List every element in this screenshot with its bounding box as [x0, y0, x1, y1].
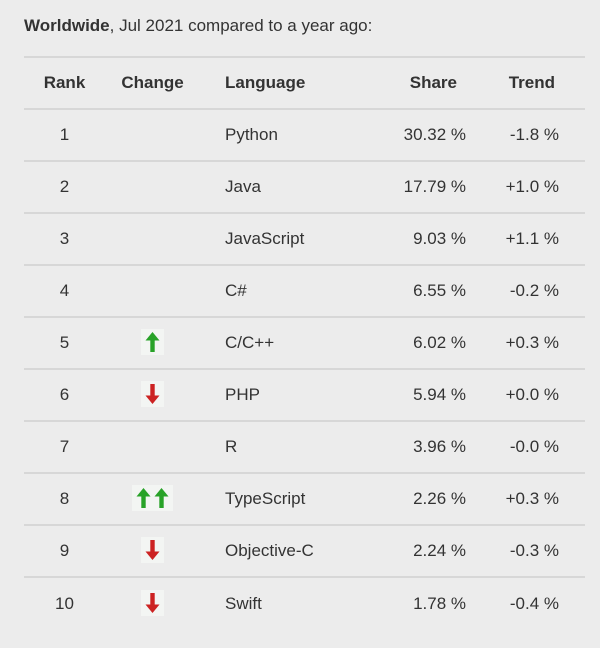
table-row: 9 Objective-C 2.24 % -0.3 %: [24, 525, 585, 577]
table-row: 4 C# 6.55 % -0.2 %: [24, 265, 585, 317]
header-share: Share: [409, 73, 457, 92]
language-cell: C/C++: [225, 333, 275, 352]
rank-cell: 9: [59, 541, 70, 560]
share-cell: 9.03 %: [413, 229, 466, 248]
change-indicator: [141, 381, 164, 407]
change-cell: [105, 161, 200, 213]
title-suffix: , Jul 2021 compared to a year ago:: [109, 16, 373, 35]
table-row: 6 PHP 5.94 % +0.0 %: [24, 369, 585, 421]
trend-cell: -0.2 %: [509, 281, 559, 300]
language-cell: Java: [225, 177, 261, 196]
change-indicator: [132, 485, 173, 511]
change-cell: [105, 525, 200, 577]
trend-cell: +0.3 %: [505, 489, 559, 508]
trend-cell: -0.3 %: [509, 541, 559, 560]
header-rank: Rank: [43, 73, 86, 92]
up-arrow-icon: [136, 488, 151, 508]
down-arrow-icon: [145, 540, 160, 560]
trend-cell: -1.8 %: [509, 125, 559, 144]
language-cell: R: [225, 437, 238, 456]
up-arrow-icon: [145, 332, 160, 352]
trend-cell: -0.4 %: [509, 593, 559, 613]
language-cell: Python: [225, 125, 278, 144]
trend-cell: +1.1 %: [505, 229, 559, 248]
share-cell: 6.55 %: [413, 281, 466, 300]
change-cell: [105, 109, 200, 161]
language-cell: JavaScript: [225, 229, 305, 248]
share-cell: 1.78 %: [413, 593, 466, 613]
header-change: Change: [121, 73, 184, 92]
change-cell: [105, 213, 200, 265]
rank-cell: 4: [59, 281, 70, 300]
share-cell: 2.26 %: [413, 489, 466, 508]
header-trend: Trend: [508, 73, 555, 92]
title-region: Worldwide: [24, 16, 110, 35]
trend-cell: +1.0 %: [505, 177, 559, 196]
header-language: Language: [225, 73, 306, 92]
down-arrow-icon: [145, 592, 160, 613]
change-indicator: [141, 589, 164, 616]
share-cell: 6.02 %: [413, 333, 466, 352]
share-cell: 17.79 %: [403, 177, 466, 196]
table-row: 7 R 3.96 % -0.0 %: [24, 421, 585, 473]
language-popularity-table: Rank Change Language Share Trend 1 Pytho…: [24, 56, 585, 629]
table-row: 5 C/C++ 6.02 % +0.3 %: [24, 317, 585, 369]
rank-cell: 6: [59, 385, 70, 404]
trend-cell: -0.0 %: [509, 437, 559, 456]
page-title: Worldwide, Jul 2021 compared to a year a…: [24, 16, 600, 36]
rank-cell: 10: [55, 593, 74, 613]
table-row: 1 Python 30.32 % -1.8 %: [24, 109, 585, 161]
trend-cell: +0.0 %: [505, 385, 559, 404]
rank-cell: 2: [59, 177, 70, 196]
table-row: 10 Swift 1.78 % -0.4 %: [24, 577, 585, 629]
down-arrow-icon: [145, 384, 160, 404]
share-cell: 5.94 %: [413, 385, 466, 404]
change-cell: [105, 421, 200, 473]
rank-cell: 1: [59, 125, 70, 144]
change-cell: [105, 473, 200, 525]
language-cell: Swift: [225, 593, 262, 613]
table-header-row: Rank Change Language Share Trend: [24, 57, 585, 109]
share-cell: 3.96 %: [413, 437, 466, 456]
up-arrow-icon: [154, 488, 169, 508]
language-cell: C#: [225, 281, 247, 300]
language-cell: PHP: [225, 385, 260, 404]
change-indicator: [141, 537, 164, 563]
change-cell: [105, 369, 200, 421]
change-cell: [105, 577, 200, 629]
rank-cell: 8: [59, 489, 70, 508]
table-row: 3 JavaScript 9.03 % +1.1 %: [24, 213, 585, 265]
table-row: 8 TypeScript 2.26 % +0.3 %: [24, 473, 585, 525]
share-cell: 30.32 %: [403, 125, 466, 144]
rank-cell: 5: [59, 333, 70, 352]
language-cell: Objective-C: [225, 541, 314, 560]
change-indicator: [141, 329, 164, 355]
share-cell: 2.24 %: [413, 541, 466, 560]
table-row: 2 Java 17.79 % +1.0 %: [24, 161, 585, 213]
change-cell: [105, 265, 200, 317]
language-cell: TypeScript: [225, 489, 306, 508]
change-cell: [105, 317, 200, 369]
rank-cell: 3: [59, 229, 70, 248]
trend-cell: +0.3 %: [505, 333, 559, 352]
rank-cell: 7: [59, 437, 70, 456]
